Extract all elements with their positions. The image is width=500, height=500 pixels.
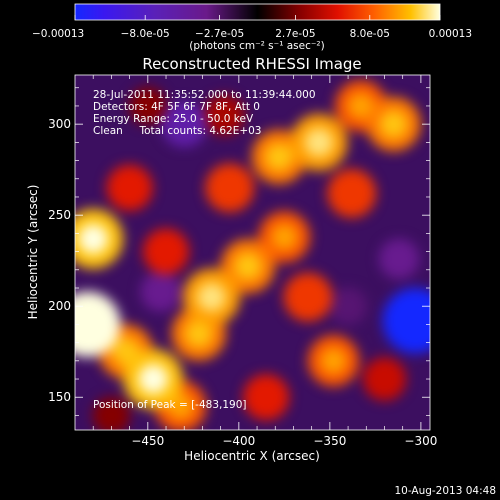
heatmap-source bbox=[161, 101, 208, 148]
colorbar-tick-label: −2.7e-05 bbox=[195, 28, 244, 40]
annotation-peak: Position of Peak = [-483,190] bbox=[93, 399, 247, 411]
colorbar-tick-label: 8.0e-05 bbox=[350, 28, 390, 40]
heatmap-source bbox=[283, 272, 333, 322]
plot-frame bbox=[74, 74, 431, 431]
y-tick-label: 150 bbox=[48, 390, 71, 404]
heatmap-source-core bbox=[138, 364, 169, 395]
heatmap-layer bbox=[75, 80, 430, 430]
heatmap-source-core bbox=[271, 224, 298, 250]
heatmap-source-core bbox=[265, 143, 293, 171]
heatmap-source bbox=[204, 94, 245, 136]
colorbar-tick-label: 0.00013 bbox=[429, 28, 472, 40]
heatmap-source bbox=[205, 163, 255, 213]
footer-timestamp: 10-Aug-2013 04:48 bbox=[394, 485, 496, 497]
x-tick-label: −450 bbox=[131, 434, 164, 448]
colorbar-tick-label: −8.0e-05 bbox=[121, 28, 170, 40]
x-tick-label: −400 bbox=[222, 434, 255, 448]
colorbar-tick-label: −0.00013 bbox=[32, 28, 84, 40]
heatmap-source bbox=[92, 396, 131, 430]
colorbar-ticks: −0.00013 −8.0e-05 −2.7e-05 2.7e-05 8.0e-05 0.… bbox=[32, 15, 472, 40]
annotation-time-range: 28-Jul-2011 11:35:52.000 to 11:39:44.000 bbox=[93, 89, 316, 101]
heatmap-source-core bbox=[320, 347, 347, 374]
colorbar-unit-label: (photons cm⁻² s⁻¹ asec⁻²) bbox=[189, 40, 324, 52]
annotation-clean-counts: Clean Total counts: 4.62E+03 bbox=[93, 125, 262, 137]
y-axis-label: Heliocentric Y (arcsec) bbox=[26, 185, 40, 320]
annotation-detectors: Detectors: 4F 5F 6F 7F 8F, Att 0 bbox=[93, 101, 260, 113]
heatmap-source bbox=[140, 271, 181, 312]
x-tick-label: −350 bbox=[313, 434, 346, 448]
axis-ticks: −450 −400 −350 −300 150 200 250 300 bbox=[48, 75, 437, 448]
heatmap-source bbox=[143, 228, 189, 275]
heatmap-source bbox=[378, 238, 420, 280]
heatmap-source bbox=[327, 168, 377, 218]
chart-title: Reconstructed RHESSI Image bbox=[142, 55, 361, 73]
x-axis-label: Heliocentric X (arcsec) bbox=[184, 449, 320, 463]
heatmap-source-core bbox=[78, 223, 109, 254]
y-tick-label: 250 bbox=[48, 208, 71, 222]
colorbar bbox=[74, 3, 441, 21]
heatmap-source bbox=[129, 87, 167, 125]
heatmap-source bbox=[329, 287, 367, 325]
heatmap-source bbox=[243, 374, 290, 421]
heatmap-source bbox=[106, 164, 153, 211]
heatmap-source-core bbox=[75, 308, 105, 341]
heatmap-source-core bbox=[347, 93, 374, 119]
heatmap-source-core bbox=[234, 252, 262, 280]
heatmap-source-core bbox=[185, 319, 213, 348]
y-tick-label: 300 bbox=[48, 117, 71, 131]
y-tick-label: 200 bbox=[48, 299, 71, 313]
heatmap-source-core bbox=[380, 110, 408, 138]
annotation-energy-range: Energy Range: 25.0 - 50.0 keV bbox=[93, 113, 254, 125]
heatmap-source-core bbox=[197, 282, 226, 312]
colorbar-tick-label: 2.7e-05 bbox=[275, 28, 315, 40]
heatmap-source-core bbox=[304, 128, 334, 157]
x-tick-label: −300 bbox=[404, 434, 437, 448]
heatmap-source bbox=[362, 357, 407, 401]
heatmap-source bbox=[382, 288, 430, 354]
